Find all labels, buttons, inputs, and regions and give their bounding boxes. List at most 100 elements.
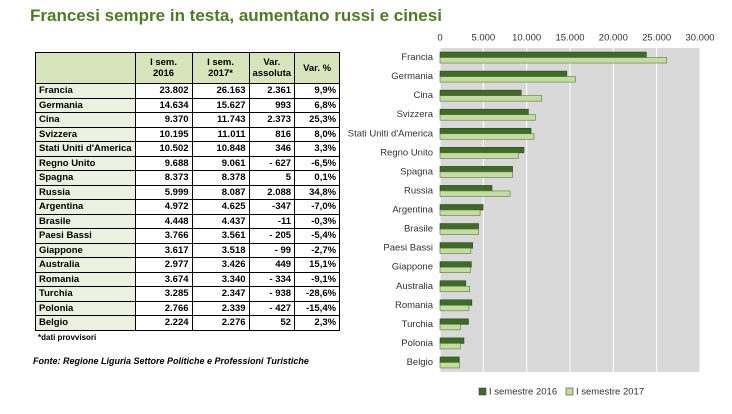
table-cell: 4.972	[134, 199, 193, 215]
table-cell: 8,0%	[294, 126, 341, 142]
bar	[439, 57, 668, 64]
table-row: Paesi Bassi 3.766 3.561- 205 -5,4%	[35, 228, 341, 244]
table-cell: Brasile	[35, 213, 136, 229]
table-cell: Russia	[35, 184, 136, 200]
bar	[439, 76, 576, 83]
table-cell: Germania	[35, 97, 136, 113]
bar	[439, 261, 472, 268]
bar	[439, 337, 465, 344]
bar	[439, 356, 460, 363]
table-cell: 9.061	[191, 155, 250, 171]
bar	[439, 285, 470, 293]
table-cell: 2,3%	[294, 315, 341, 331]
table-cell: 0,1%	[294, 170, 341, 186]
bar	[439, 204, 484, 211]
table-cell: - 627	[248, 155, 296, 171]
table-cell: Paesi Bassi	[35, 228, 136, 244]
header-row: I sem. 2016 I sem. 2017* Var. assoluta Var.…	[35, 52, 341, 84]
bar	[439, 133, 535, 140]
header-cell: Var. assoluta	[248, 52, 296, 84]
x-tick-label: 20.000	[599, 33, 628, 44]
table-cell: 4.625	[191, 199, 250, 215]
bar	[439, 108, 529, 116]
table-row: Francia 23.802 26.163 2.361 9,9%	[35, 83, 341, 99]
table-row: Regno Unito 9.688 9.061- 627 -6,5%	[35, 155, 341, 171]
table-cell: Stati Uniti d'America	[35, 141, 136, 157]
title: Francesi sempre in testa, aumentano russ…	[30, 6, 442, 25]
table-cell: -6,5%	[294, 155, 341, 171]
y-tick-label: Brasile	[404, 224, 433, 235]
table-row: Brasile 4.448 4.437 -11 -0,3%	[35, 213, 341, 229]
table-row: Belgio 2.224 2.276 52 2,3%	[35, 315, 341, 331]
bar	[439, 324, 461, 331]
x-tick-label: 5.000	[471, 33, 495, 44]
table-cell: -5,4%	[294, 228, 341, 244]
legend-swatch	[478, 387, 487, 396]
table-row: Russia 5.999 8.087 2.088 34,8%	[35, 184, 341, 200]
bar	[439, 127, 532, 135]
y-tick-label: Cina	[413, 90, 433, 101]
y-tick-label: Russia	[404, 185, 434, 196]
table-row: Romania 3.674 3.340- 334 -9,1%	[35, 271, 341, 287]
bar	[439, 223, 479, 230]
y-tick-label: Germania	[391, 71, 433, 82]
bar	[439, 171, 513, 178]
y-tick-label: Stati Uniti d'America	[348, 128, 434, 139]
table-cell: Argentina	[35, 199, 136, 215]
table-cell: Francia	[35, 83, 136, 99]
bar	[439, 95, 543, 102]
legend-label: I semestre 2016	[489, 387, 557, 398]
bar	[439, 362, 461, 369]
source: Fonte: Regione Liguria Settore Politiche…	[33, 356, 309, 366]
bar	[439, 89, 522, 96]
y-tick-label: Spagna	[400, 166, 433, 177]
table-row: Giappone 3.617 3.518- 99 -2,7%	[35, 242, 341, 258]
bar	[439, 185, 493, 192]
bar	[439, 242, 473, 249]
y-tick-label: Regno Unito	[380, 147, 433, 158]
bar	[439, 343, 461, 350]
y-tick-label: Turchia	[402, 319, 434, 330]
table-row: Turchia 3.285 2.347- 938 -28,6%	[35, 286, 341, 302]
bar	[439, 51, 647, 58]
y-tick-label: Paesi Bassi	[383, 243, 433, 254]
y-tick-label: Australia	[396, 281, 434, 292]
bar	[439, 228, 479, 235]
bar	[439, 280, 467, 287]
x-tick-label: 15.000	[555, 33, 584, 44]
header-cell: Var. %	[294, 52, 341, 84]
y-tick-label: Francia	[401, 52, 433, 63]
table-cell: Giappone	[35, 242, 136, 258]
header-cell: I sem. 2017*	[191, 52, 250, 84]
legend-swatch	[565, 387, 574, 396]
table-cell: 8.378	[191, 170, 250, 186]
table-cell: 346	[248, 141, 296, 157]
y-tick-label: Romania	[395, 300, 434, 311]
table-cell: 816	[248, 126, 296, 142]
table-cell: 3.561	[191, 228, 250, 244]
bar	[439, 304, 470, 312]
bar	[439, 147, 525, 154]
y-tick-label: Belgio	[407, 357, 433, 368]
x-tick-label: 30.000	[685, 33, 714, 44]
bar	[439, 247, 472, 254]
table-cell: Belgio	[35, 315, 136, 331]
x-tick-label: 10.000	[512, 33, 541, 44]
table-cell: 2.276	[191, 315, 250, 331]
table-cell: Svizzera	[35, 126, 136, 142]
table-row: Svizzera 10.195 11.011 816 8,0%	[35, 126, 341, 142]
y-tick-label: Argentina	[392, 205, 433, 216]
table-cell: -7,0%	[294, 199, 341, 215]
bar	[439, 190, 511, 197]
bar	[439, 152, 519, 159]
table-row: Spagna 8.373 8.378 5 0,1%	[35, 170, 341, 186]
y-tick-label: Polonia	[401, 338, 433, 349]
table-cell: Spagna	[35, 170, 136, 186]
data-table: I sem. 2016 I sem. 2017* Var. assoluta Var.…	[35, 52, 341, 331]
x-tick-label: 25.000	[642, 33, 671, 44]
bar	[439, 266, 471, 273]
table-row: Argentina 4.972 4.625 -347 -7,0%	[35, 199, 341, 215]
table-cell: 11.011	[191, 126, 250, 142]
